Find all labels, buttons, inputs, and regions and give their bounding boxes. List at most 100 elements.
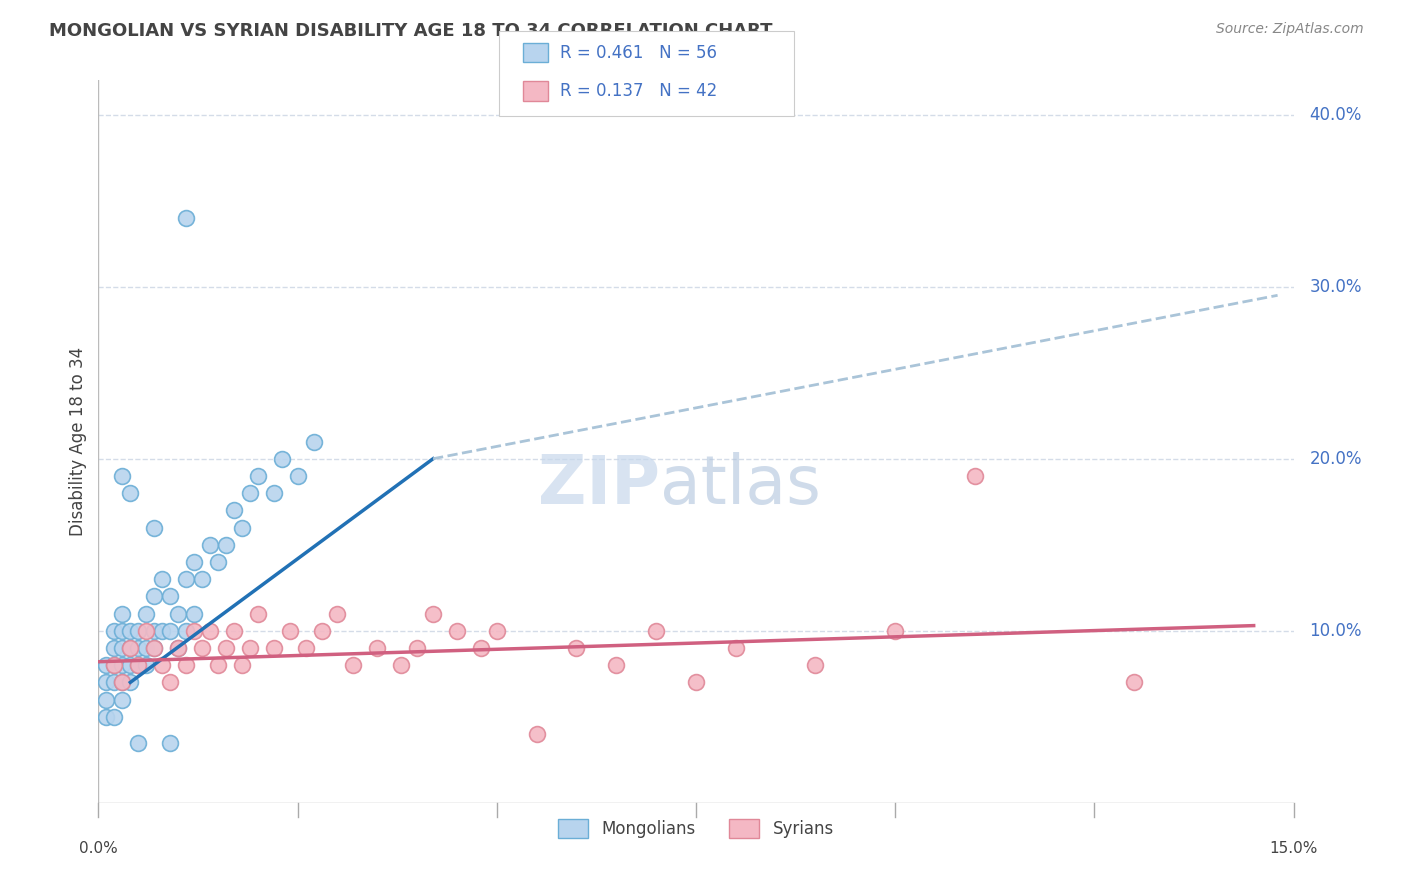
Point: [222, 624, 245, 638]
Point: [159, 624, 181, 638]
Point: [174, 572, 197, 586]
Point: [270, 451, 292, 466]
Point: [246, 607, 269, 621]
Point: [111, 675, 134, 690]
Point: [103, 658, 125, 673]
Point: [111, 624, 134, 638]
Y-axis label: Disability Age 18 to 34: Disability Age 18 to 34: [69, 347, 87, 536]
Point: [167, 640, 190, 655]
Point: [389, 658, 412, 673]
Text: ZIP: ZIP: [538, 452, 661, 518]
Point: [183, 624, 205, 638]
Text: 15.0%: 15.0%: [1270, 840, 1317, 855]
Point: [127, 658, 149, 673]
Point: [366, 640, 388, 655]
Point: [485, 624, 508, 638]
Point: [191, 640, 214, 655]
Point: [167, 640, 190, 655]
Point: [174, 658, 197, 673]
Point: [127, 735, 149, 749]
Point: [278, 624, 301, 638]
Point: [605, 658, 627, 673]
Point: [174, 624, 197, 638]
Text: MONGOLIAN VS SYRIAN DISABILITY AGE 18 TO 34 CORRELATION CHART: MONGOLIAN VS SYRIAN DISABILITY AGE 18 TO…: [49, 22, 773, 40]
Point: [143, 640, 166, 655]
Point: [183, 555, 205, 569]
Point: [1123, 675, 1146, 690]
Point: [342, 658, 364, 673]
Point: [111, 692, 134, 706]
Point: [127, 624, 149, 638]
Point: [565, 640, 588, 655]
Point: [287, 469, 309, 483]
Point: [120, 640, 142, 655]
Point: [135, 624, 157, 638]
Text: 10.0%: 10.0%: [1309, 622, 1362, 640]
Point: [120, 675, 142, 690]
Point: [198, 624, 221, 638]
Point: [963, 469, 986, 483]
Point: [103, 675, 125, 690]
Point: [143, 640, 166, 655]
Point: [207, 555, 229, 569]
Point: [127, 658, 149, 673]
Point: [422, 607, 444, 621]
Point: [326, 607, 349, 621]
Point: [111, 658, 134, 673]
Text: R = 0.137   N = 42: R = 0.137 N = 42: [560, 82, 717, 100]
Point: [239, 486, 262, 500]
Point: [135, 640, 157, 655]
Point: [96, 658, 118, 673]
Point: [231, 658, 253, 673]
Point: [120, 486, 142, 500]
Point: [159, 735, 181, 749]
Point: [311, 624, 333, 638]
Point: [111, 640, 134, 655]
Text: atlas: atlas: [661, 452, 821, 518]
Point: [96, 692, 118, 706]
Point: [222, 503, 245, 517]
Point: [239, 640, 262, 655]
Point: [111, 607, 134, 621]
Point: [302, 434, 325, 449]
Point: [884, 624, 907, 638]
Point: [111, 675, 134, 690]
Point: [150, 658, 173, 673]
Point: [526, 727, 548, 741]
Point: [294, 640, 316, 655]
Text: 20.0%: 20.0%: [1309, 450, 1362, 467]
Point: [159, 675, 181, 690]
Point: [135, 658, 157, 673]
Point: [103, 624, 125, 638]
Point: [446, 624, 468, 638]
Point: [263, 640, 285, 655]
Point: [804, 658, 827, 673]
Point: [150, 624, 173, 638]
Point: [120, 640, 142, 655]
Point: [207, 658, 229, 673]
Text: 40.0%: 40.0%: [1309, 105, 1362, 124]
Text: 0.0%: 0.0%: [79, 840, 118, 855]
Legend: Mongolians, Syrians: Mongolians, Syrians: [551, 813, 841, 845]
Point: [120, 624, 142, 638]
Point: [406, 640, 429, 655]
Point: [645, 624, 668, 638]
Text: R = 0.461   N = 56: R = 0.461 N = 56: [560, 44, 717, 62]
Text: Source: ZipAtlas.com: Source: ZipAtlas.com: [1216, 22, 1364, 37]
Point: [111, 469, 134, 483]
Point: [198, 538, 221, 552]
Point: [215, 640, 238, 655]
Point: [191, 572, 214, 586]
Point: [246, 469, 269, 483]
Point: [103, 658, 125, 673]
Point: [167, 607, 190, 621]
Point: [96, 675, 118, 690]
Point: [120, 658, 142, 673]
Point: [231, 520, 253, 534]
Point: [103, 640, 125, 655]
Point: [470, 640, 492, 655]
Point: [96, 710, 118, 724]
Text: 30.0%: 30.0%: [1309, 277, 1362, 296]
Point: [724, 640, 747, 655]
Point: [127, 640, 149, 655]
